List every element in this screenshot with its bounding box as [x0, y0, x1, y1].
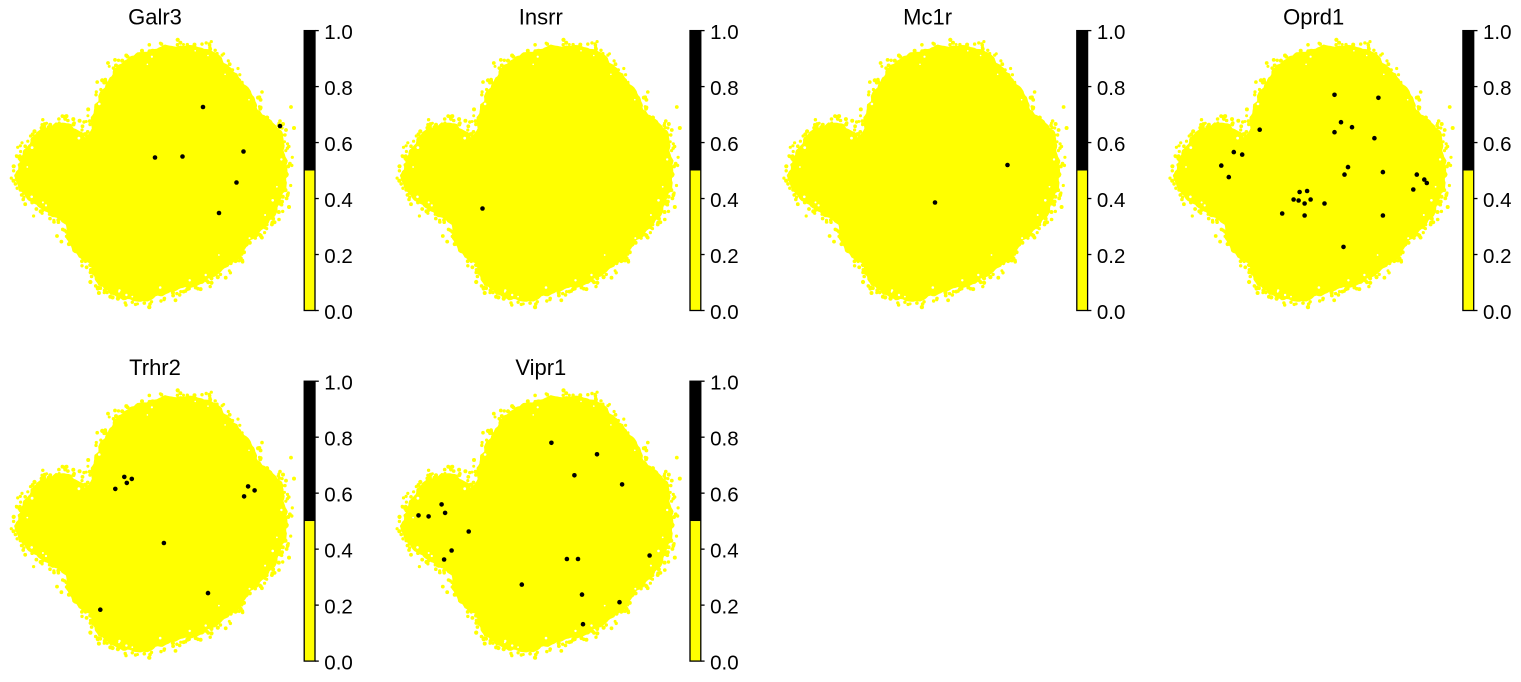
svg-text:0.6: 0.6: [710, 133, 739, 156]
svg-text:0.4: 0.4: [324, 189, 353, 212]
svg-text:Trhr2: Trhr2: [129, 355, 181, 380]
svg-text:0.0: 0.0: [1097, 301, 1126, 324]
svg-text:Vipr1: Vipr1: [515, 355, 566, 380]
svg-text:0.0: 0.0: [324, 651, 353, 674]
svg-text:Mc1r: Mc1r: [903, 5, 952, 30]
svg-text:0.4: 0.4: [710, 539, 739, 562]
svg-text:0.6: 0.6: [324, 133, 353, 156]
svg-text:0.4: 0.4: [1483, 189, 1512, 212]
svg-text:0.4: 0.4: [324, 539, 353, 562]
svg-text:0.4: 0.4: [1097, 189, 1126, 212]
svg-text:Galr3: Galr3: [128, 5, 182, 30]
svg-text:0.2: 0.2: [1483, 245, 1512, 268]
svg-text:0.8: 0.8: [1097, 77, 1126, 100]
svg-text:0.6: 0.6: [1097, 133, 1126, 156]
svg-text:0.2: 0.2: [324, 245, 353, 268]
svg-text:Insrr: Insrr: [519, 5, 563, 30]
svg-text:0.0: 0.0: [710, 301, 739, 324]
svg-text:1.0: 1.0: [1483, 21, 1512, 44]
svg-text:Oprd1: Oprd1: [1283, 5, 1344, 30]
svg-text:0.8: 0.8: [710, 77, 739, 100]
svg-text:0.0: 0.0: [710, 651, 739, 674]
svg-text:0.8: 0.8: [710, 427, 739, 450]
svg-text:0.0: 0.0: [1483, 301, 1512, 324]
svg-text:0.6: 0.6: [710, 483, 739, 506]
svg-text:0.2: 0.2: [710, 595, 739, 618]
svg-text:0.2: 0.2: [324, 595, 353, 618]
svg-text:0.6: 0.6: [1483, 133, 1512, 156]
svg-text:1.0: 1.0: [324, 21, 353, 44]
svg-text:1.0: 1.0: [324, 372, 353, 395]
svg-text:0.6: 0.6: [324, 483, 353, 506]
svg-text:0.8: 0.8: [324, 77, 353, 100]
svg-text:0.0: 0.0: [324, 301, 353, 324]
svg-text:1.0: 1.0: [710, 21, 739, 44]
svg-text:1.0: 1.0: [1097, 21, 1126, 44]
svg-text:0.2: 0.2: [1097, 245, 1126, 268]
svg-text:0.2: 0.2: [710, 245, 739, 268]
svg-text:0.8: 0.8: [324, 427, 353, 450]
svg-text:1.0: 1.0: [710, 372, 739, 395]
svg-text:0.4: 0.4: [710, 189, 739, 212]
svg-text:0.8: 0.8: [1483, 77, 1512, 100]
